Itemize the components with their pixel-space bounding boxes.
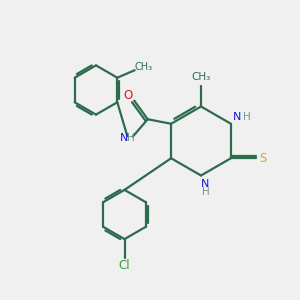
Text: N: N: [120, 133, 128, 143]
Text: Cl: Cl: [119, 259, 130, 272]
Text: N: N: [201, 179, 210, 189]
Text: N: N: [233, 112, 242, 122]
Text: S: S: [259, 152, 267, 165]
Text: O: O: [123, 89, 132, 102]
Text: CH₃: CH₃: [134, 62, 152, 72]
Text: H: H: [202, 187, 209, 197]
Text: CH₃: CH₃: [191, 72, 211, 82]
Text: H: H: [243, 112, 250, 122]
Text: H: H: [127, 133, 135, 143]
